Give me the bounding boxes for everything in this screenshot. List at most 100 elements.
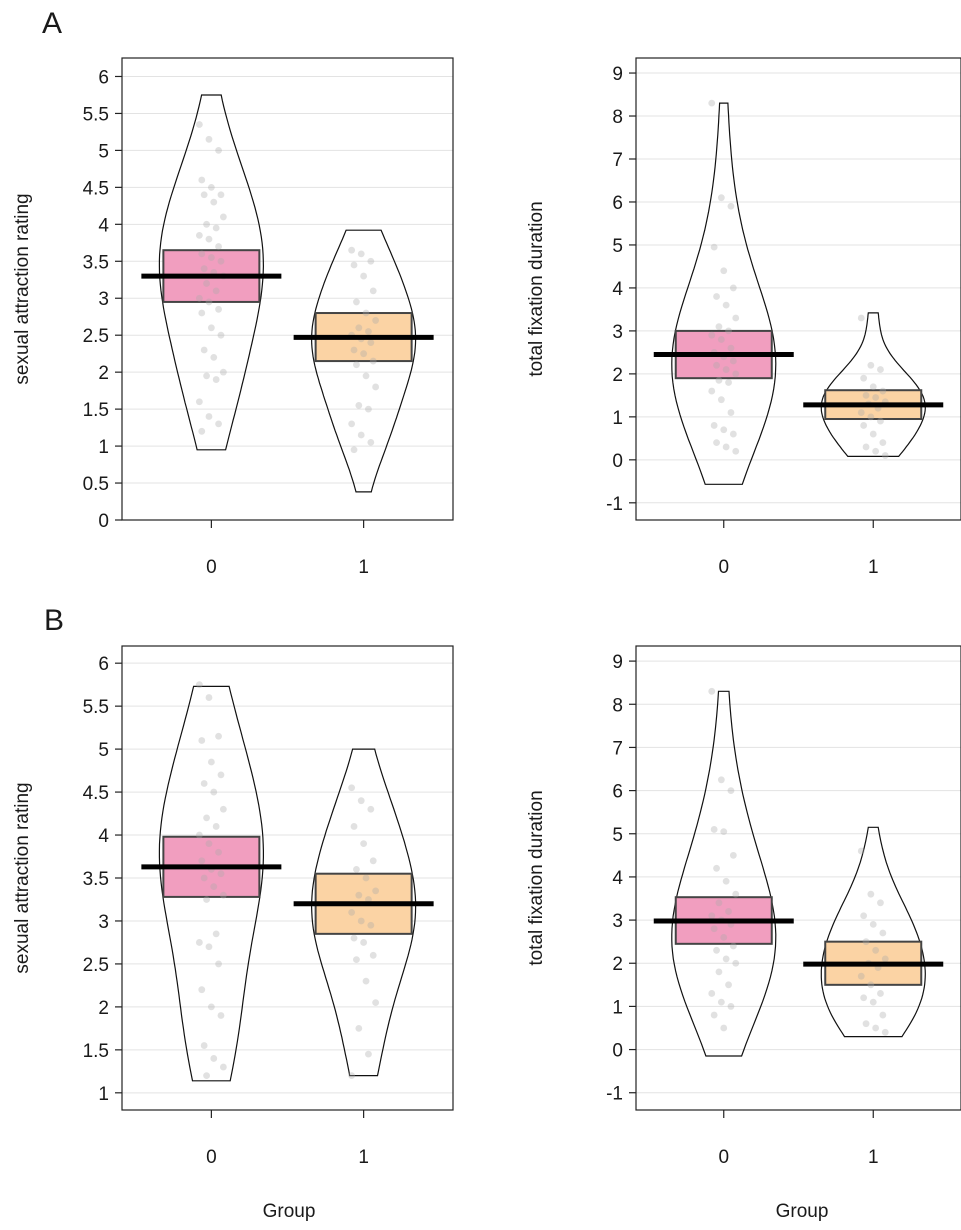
panel-label-b: B	[44, 604, 64, 637]
y-tick-label: 4.5	[83, 783, 109, 804]
data-point	[353, 866, 360, 873]
data-point	[353, 298, 360, 306]
data-point	[195, 232, 203, 239]
data-point	[210, 198, 218, 206]
y-tick-label: 5.5	[83, 104, 109, 125]
data-point	[219, 213, 227, 221]
data-point	[725, 908, 732, 915]
panel-label-a: A	[42, 7, 62, 40]
data-point	[732, 447, 740, 455]
data-point	[881, 1028, 889, 1036]
data-point	[365, 405, 372, 413]
data-point	[867, 413, 875, 421]
x-tick-label: 0	[718, 557, 729, 578]
data-point	[207, 254, 215, 261]
data-point	[881, 955, 889, 963]
chart-3: -1 0 1 2 3 4 5 6 7 8 9 0 1 total fixation duration	[526, 645, 961, 1168]
data-point	[867, 361, 875, 369]
data-point	[200, 780, 208, 787]
data-point	[857, 847, 865, 855]
data-point	[205, 840, 213, 848]
y-tick-label: -1	[606, 1084, 623, 1105]
data-point	[348, 784, 356, 792]
chart-0: 0 0.5 1 1.5 2 2.5 3 3.5 4 4.5 5 5.5 6 0 1 sexual attrac…	[12, 57, 454, 578]
data-point	[722, 366, 730, 373]
y-axis-title: sexual attraction rating	[12, 782, 33, 973]
y-tick-label: 3	[612, 911, 623, 932]
data-point	[355, 324, 363, 332]
data-point	[722, 877, 730, 885]
data-point	[362, 309, 370, 317]
data-point	[355, 402, 363, 409]
data-point	[372, 887, 380, 895]
y-tick-label: 4	[98, 215, 109, 236]
data-point	[860, 374, 868, 382]
data-point	[715, 376, 723, 384]
data-point	[369, 287, 377, 295]
data-point	[713, 946, 720, 954]
data-point	[217, 191, 225, 199]
bean-group-0	[158, 685, 264, 1082]
plot-frame	[635, 57, 961, 521]
data-point	[219, 891, 227, 899]
data-point	[215, 305, 222, 313]
data-point	[355, 891, 363, 899]
data-point	[369, 357, 377, 365]
data-point	[860, 994, 868, 1002]
data-point	[198, 309, 206, 317]
data-point	[212, 930, 220, 938]
y-tick-label: 5.5	[83, 697, 109, 718]
data-point	[867, 981, 875, 989]
y-tick-label: 5	[98, 141, 109, 162]
data-point	[360, 939, 368, 946]
data-point	[350, 261, 358, 269]
x-tick-label: 0	[718, 1147, 729, 1168]
data-point	[195, 398, 203, 406]
data-point	[722, 301, 730, 309]
data-point	[727, 344, 735, 352]
charts-layer: 0 0.5 1 1.5 2 2.5 3 3.5 4 4.5 5 5.5 6 0 1 sexual attrac…	[12, 57, 961, 1168]
y-tick-label: 0	[612, 1041, 623, 1062]
data-point	[207, 1003, 215, 1011]
x-tick-label: 1	[358, 557, 369, 578]
y-tick-label: 3.5	[83, 869, 109, 890]
data-point	[860, 422, 868, 429]
data-point	[219, 1063, 227, 1071]
y-tick-label: 1.5	[83, 1041, 109, 1062]
data-point	[717, 194, 725, 202]
data-point	[217, 1012, 225, 1019]
data-point	[367, 805, 375, 813]
data-point	[725, 981, 732, 989]
y-tick-label: 2	[98, 363, 109, 384]
y-tick-label: 2.5	[83, 326, 109, 347]
data-point	[203, 1072, 210, 1080]
data-point	[872, 394, 880, 401]
data-point	[350, 446, 358, 454]
data-point	[862, 938, 870, 946]
data-point	[203, 220, 210, 228]
data-point	[717, 776, 725, 784]
y-tick-label: 3.5	[83, 252, 109, 273]
data-point	[215, 420, 222, 428]
x-tick-label: 0	[206, 557, 217, 578]
data-point	[722, 443, 730, 451]
data-point	[725, 327, 732, 335]
x-tick-label: 1	[868, 557, 879, 578]
y-tick-label: 8	[612, 107, 623, 128]
data-point	[372, 999, 380, 1006]
data-point	[717, 396, 725, 404]
data-point	[729, 357, 737, 365]
y-tick-label: 4	[612, 279, 623, 300]
y-tick-label: 4	[98, 826, 109, 847]
y-tick-label: 3	[98, 289, 109, 310]
data-point	[350, 934, 358, 942]
data-point	[860, 912, 868, 920]
data-point	[372, 383, 380, 391]
data-point	[357, 917, 365, 925]
data-point	[365, 328, 372, 335]
data-point	[348, 246, 356, 254]
y-tick-label: 9	[612, 64, 623, 85]
data-point	[195, 939, 203, 946]
data-point	[732, 959, 740, 967]
data-point	[857, 409, 865, 416]
